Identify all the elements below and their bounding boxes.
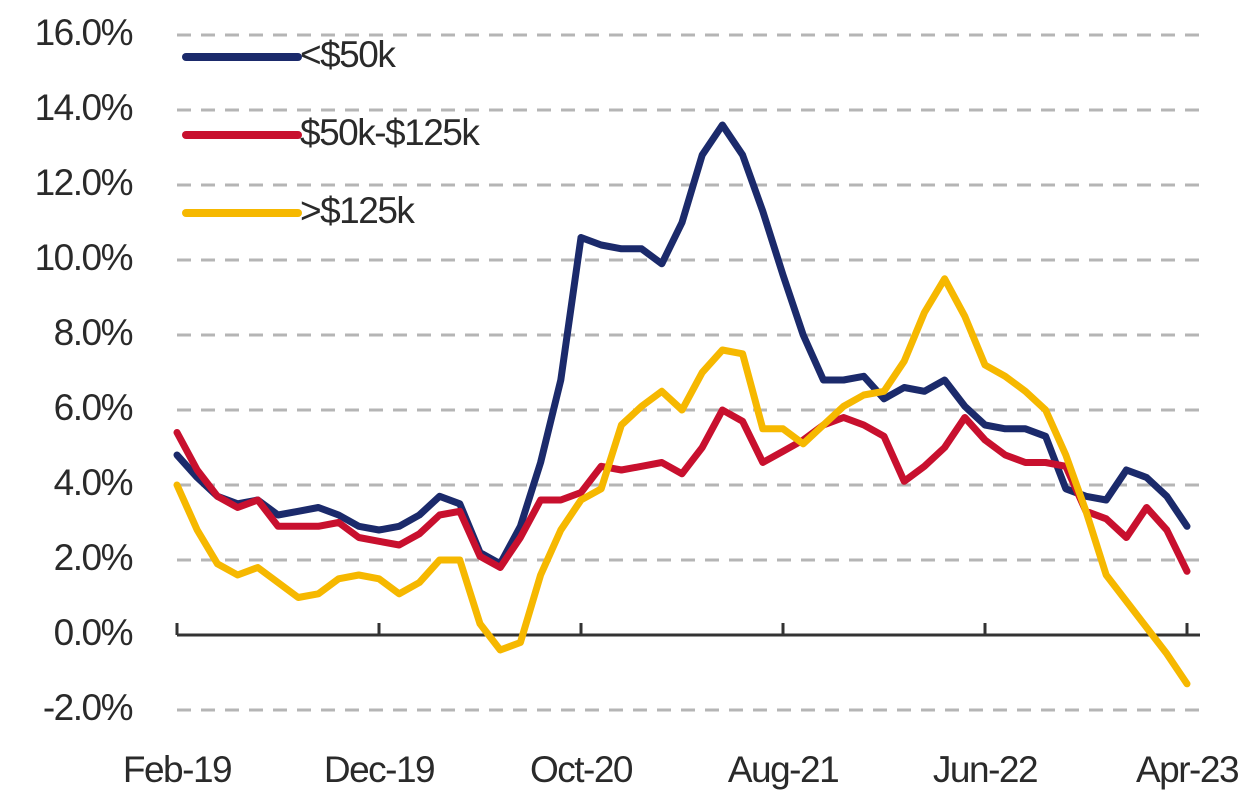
legend-label: <$50k bbox=[300, 34, 396, 75]
legend-label: >$125k bbox=[300, 190, 415, 231]
y-tick-label: 16.0% bbox=[35, 12, 133, 53]
y-tick-label: 8.0% bbox=[54, 312, 133, 353]
y-tick-label: 4.0% bbox=[54, 462, 133, 503]
x-tick-label: Jun-22 bbox=[933, 749, 1037, 790]
x-tick-label: Aug-21 bbox=[728, 749, 838, 790]
series-line bbox=[173, 406, 1191, 575]
series-line bbox=[173, 121, 1191, 568]
y-tick-label: 12.0% bbox=[35, 162, 133, 203]
x-tick-label: Apr-23 bbox=[1136, 749, 1238, 790]
x-tick-label: Oct-20 bbox=[530, 749, 633, 790]
x-tick-label: Dec-19 bbox=[324, 749, 434, 790]
y-tick-label: 10.0% bbox=[35, 237, 133, 278]
y-tick-label: 2.0% bbox=[54, 537, 133, 578]
x-tick-label: Feb-19 bbox=[123, 749, 231, 790]
series-line bbox=[173, 275, 1191, 688]
y-tick-label: 6.0% bbox=[54, 387, 133, 428]
y-tick-label: 0.0% bbox=[54, 612, 133, 653]
y-tick-label: 14.0% bbox=[35, 87, 133, 128]
legend-label: $50k-$125k bbox=[300, 112, 480, 153]
y-tick-label: -2.0% bbox=[43, 687, 133, 728]
